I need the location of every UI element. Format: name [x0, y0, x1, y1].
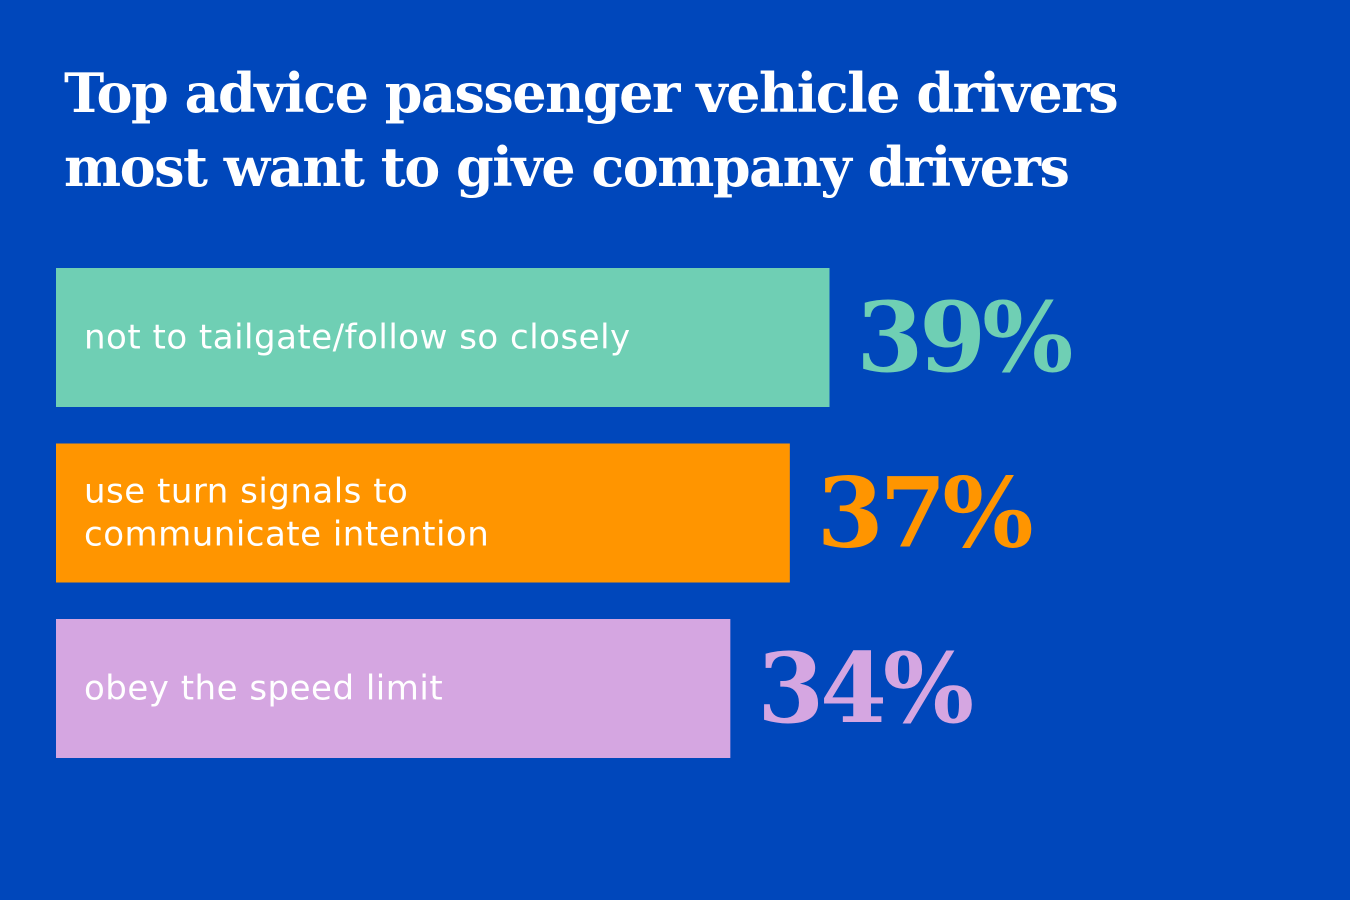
chart-title: Top advice passenger vehicle drivers mos…	[64, 61, 1119, 199]
bar-value-0: 39%	[857, 281, 1072, 394]
bar-value-1: 37%	[817, 457, 1032, 570]
bar-value-2: 34%	[757, 632, 972, 745]
bar-label-1-0: use turn signals to	[84, 472, 408, 512]
bar-2	[56, 619, 731, 758]
bar-0	[56, 268, 830, 407]
bar-label-2-0: obey the speed limit	[84, 669, 443, 709]
bar-label-0-0: not to tailgate/follow so closely	[84, 318, 631, 358]
bar-1	[56, 443, 790, 583]
bar-label-1-1: communicate intention	[84, 515, 489, 555]
